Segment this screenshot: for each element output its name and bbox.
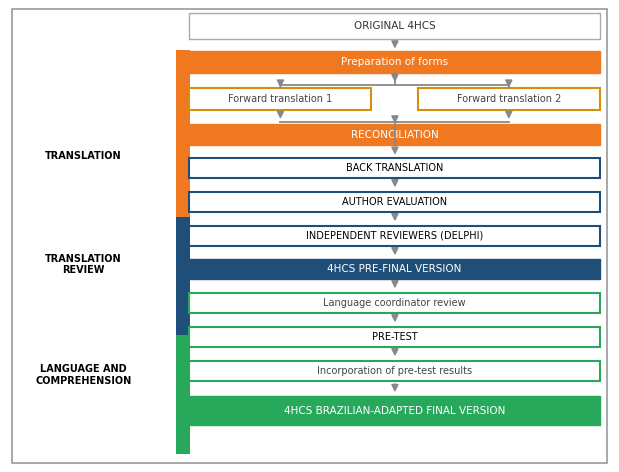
Bar [189, 124, 600, 145]
Text: Preparation of forms: Preparation of forms [341, 57, 448, 67]
Text: PRE-TEST: PRE-TEST [372, 332, 417, 342]
Bar [189, 327, 600, 347]
Bar [189, 259, 600, 279]
Text: AUTHOR EVALUATION: AUTHOR EVALUATION [342, 197, 447, 207]
Text: ORIGINAL 4HCS: ORIGINAL 4HCS [353, 21, 436, 31]
Bar [176, 335, 190, 454]
Text: Incorporation of pre-test results: Incorporation of pre-test results [317, 366, 472, 376]
Text: Language coordinator review: Language coordinator review [323, 298, 466, 308]
Text: 4HCS PRE-FINAL VERSION: 4HCS PRE-FINAL VERSION [327, 264, 462, 274]
Text: INDEPENDENT REVIEWERS (DELPHI): INDEPENDENT REVIEWERS (DELPHI) [306, 231, 483, 241]
Text: Forward translation 1: Forward translation 1 [228, 93, 332, 104]
Text: TRANSLATION: TRANSLATION [45, 151, 122, 161]
Text: RECONCILIATION: RECONCILIATION [351, 129, 438, 140]
Bar [176, 50, 190, 217]
Text: LANGUAGE AND
COMPREHENSION: LANGUAGE AND COMPREHENSION [35, 364, 132, 386]
Bar [189, 396, 600, 425]
Bar [189, 361, 600, 381]
Bar [176, 217, 190, 335]
Bar [189, 293, 600, 313]
Text: Forward translation 2: Forward translation 2 [457, 93, 561, 104]
Bar [189, 226, 600, 246]
Bar [189, 88, 371, 110]
Text: TRANSLATION
REVIEW: TRANSLATION REVIEW [45, 253, 122, 275]
Bar [189, 158, 600, 178]
Bar [189, 51, 600, 73]
Bar [189, 192, 600, 212]
Bar [189, 13, 600, 39]
Bar [418, 88, 600, 110]
Text: BACK TRANSLATION: BACK TRANSLATION [346, 163, 443, 173]
Text: 4HCS BRAZILIAN-ADAPTED FINAL VERSION: 4HCS BRAZILIAN-ADAPTED FINAL VERSION [284, 405, 505, 416]
